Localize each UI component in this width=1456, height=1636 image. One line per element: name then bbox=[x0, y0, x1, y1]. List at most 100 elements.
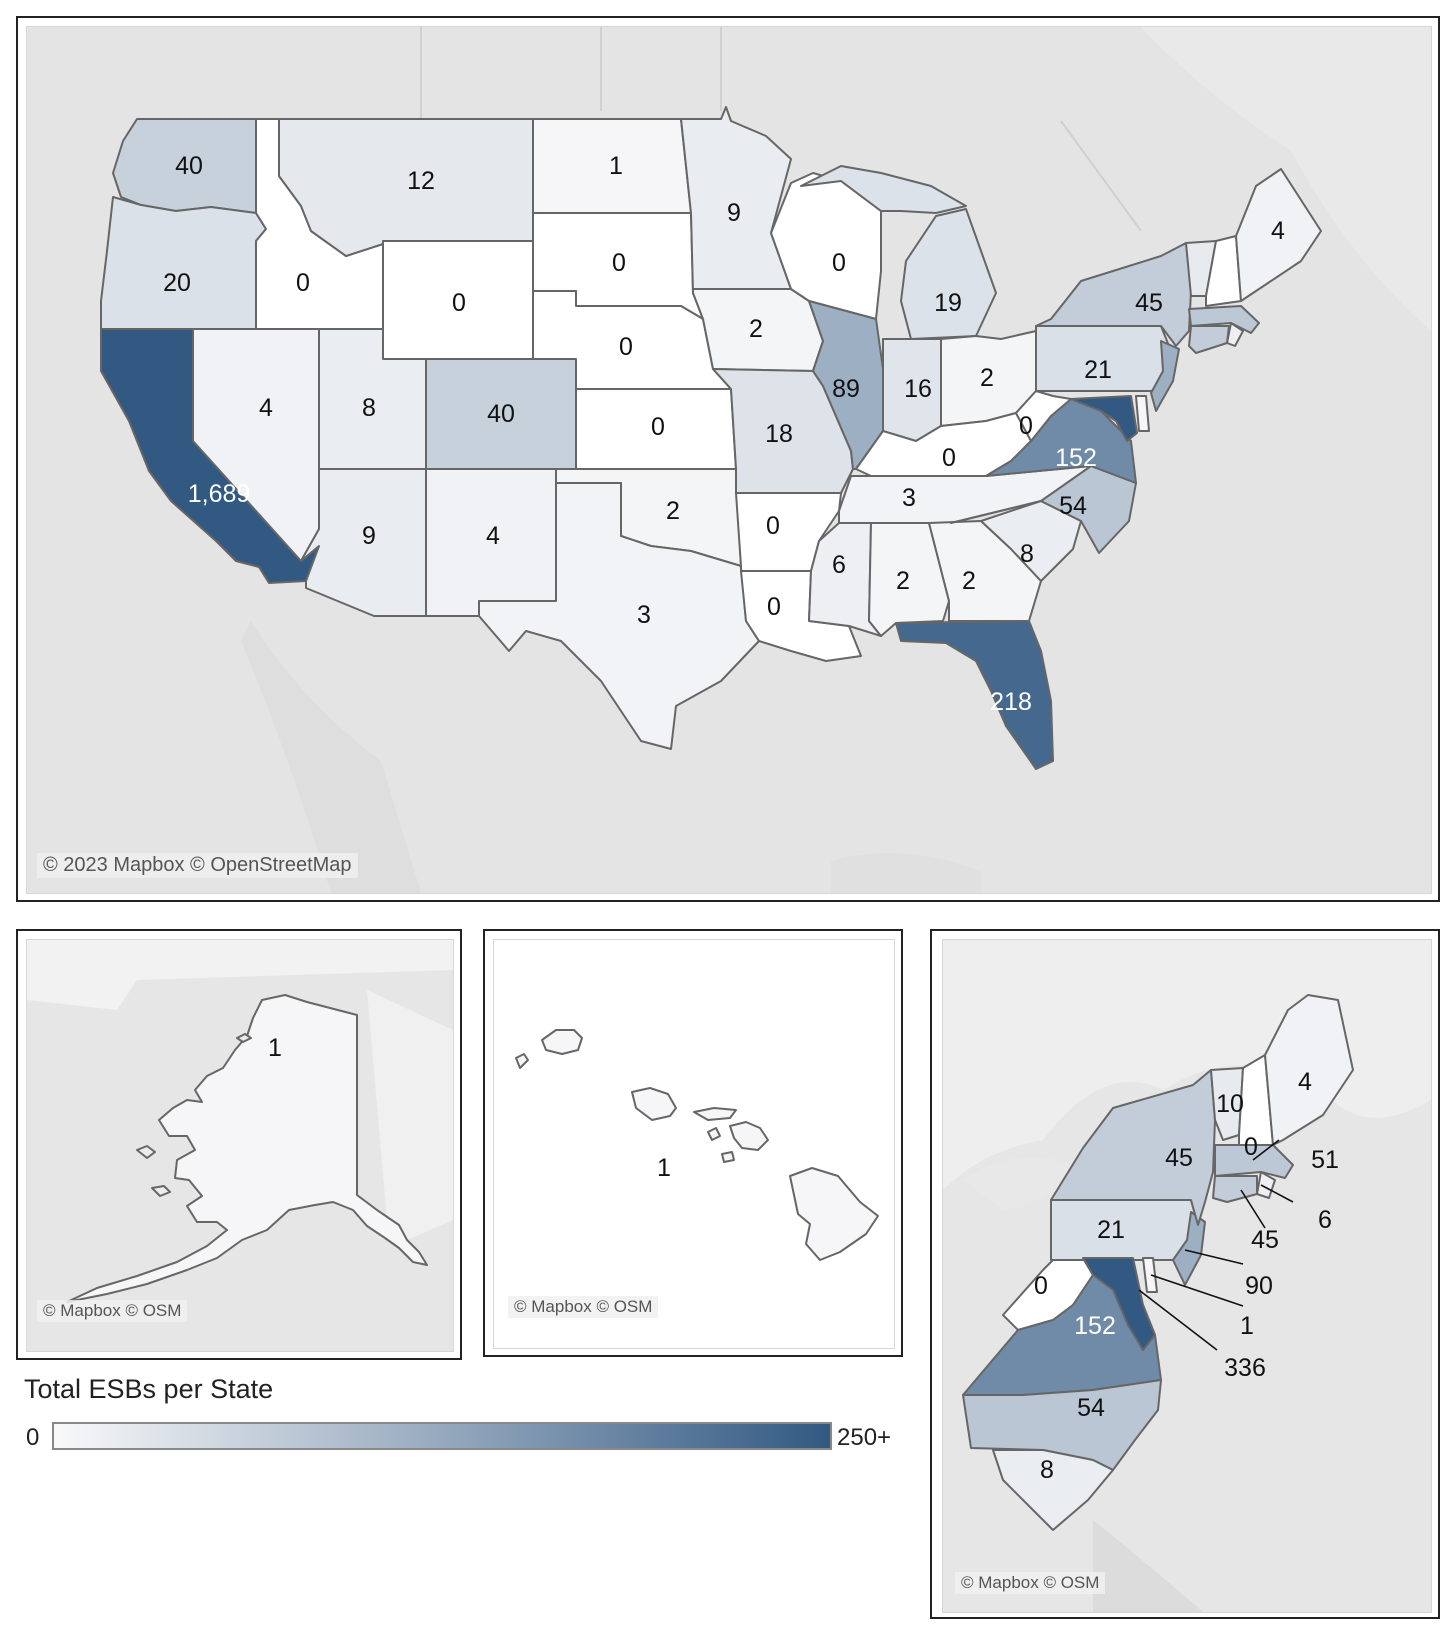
state-wi[interactable] bbox=[770, 172, 882, 320]
legend-color-ramp bbox=[52, 1422, 832, 1450]
value-label-pa: 21 bbox=[1084, 356, 1112, 384]
value-label-sd: 0 bbox=[612, 249, 626, 277]
state-nj[interactable] bbox=[1150, 340, 1180, 412]
value-label-il: 89 bbox=[832, 375, 860, 403]
state-tx[interactable] bbox=[478, 482, 760, 750]
leader-line bbox=[1184, 1249, 1244, 1265]
value-label-mn: 9 bbox=[727, 199, 741, 227]
value-label-al: 2 bbox=[896, 567, 910, 595]
state-md[interactable] bbox=[1070, 395, 1138, 442]
inset-value-label-vt: 10 bbox=[1216, 1090, 1244, 1118]
value-label-co: 40 bbox=[487, 400, 515, 428]
value-label-wa: 40 bbox=[175, 152, 203, 180]
value-label-tn: 3 bbox=[902, 484, 916, 512]
inset-state-vt[interactable] bbox=[1210, 1067, 1244, 1141]
legend-min-label: 0 bbox=[26, 1424, 40, 1451]
value-label-ak: 1 bbox=[268, 1034, 282, 1062]
hawaii-credit: © Mapbox © OSM bbox=[508, 1296, 659, 1318]
inset-state-ri[interactable] bbox=[1256, 1171, 1276, 1199]
inset-value-label-ri: 6 bbox=[1318, 1206, 1332, 1234]
value-label-mi: 19 bbox=[934, 289, 962, 317]
main-map-frame: 40 20 1,689 0 4 12 0 8 9 40 4 1 0 0 0 2 3 9 2 18 0 0 0 89 19 16 2 0… bbox=[16, 16, 1440, 902]
inset-state-nj[interactable] bbox=[1172, 1211, 1206, 1286]
leader-line bbox=[1138, 1289, 1218, 1351]
value-label-ne: 0 bbox=[619, 333, 633, 361]
inset-value-label-ny: 45 bbox=[1165, 1144, 1193, 1172]
value-label-nv: 4 bbox=[259, 394, 273, 422]
value-label-me: 4 bbox=[1271, 217, 1285, 245]
value-label-or: 20 bbox=[163, 269, 191, 297]
leader-line bbox=[1150, 1274, 1244, 1307]
inset-state-ny[interactable] bbox=[1050, 1069, 1216, 1226]
value-label-wy: 0 bbox=[452, 289, 466, 317]
hawaii-map: 1 bbox=[494, 940, 894, 1348]
value-label-sc: 8 bbox=[1020, 540, 1034, 568]
northeast-credit: © Mapbox © OSM bbox=[955, 1572, 1106, 1594]
inset-value-label-pa: 21 bbox=[1097, 1216, 1125, 1244]
alaska-map-canvas[interactable]: 1 © Mapbox © OSM bbox=[26, 939, 454, 1352]
alaska-map: 1 bbox=[27, 940, 453, 1351]
value-label-id: 0 bbox=[296, 269, 310, 297]
value-label-ut: 8 bbox=[362, 394, 376, 422]
state-de[interactable] bbox=[1135, 395, 1150, 432]
legend-title: Total ESBs per State bbox=[24, 1374, 274, 1404]
value-label-ks: 0 bbox=[651, 413, 665, 441]
value-label-fl: 218 bbox=[990, 688, 1032, 716]
leader-line bbox=[1252, 1139, 1280, 1161]
value-label-ca: 1,689 bbox=[188, 480, 251, 508]
value-label-ky: 0 bbox=[942, 444, 956, 472]
inset-value-label-ma: 51 bbox=[1311, 1146, 1339, 1174]
inset-state-sc[interactable] bbox=[992, 1449, 1114, 1531]
value-label-mt: 12 bbox=[407, 167, 435, 195]
inset-value-label-nj: 90 bbox=[1245, 1272, 1273, 1300]
hawaii-map-canvas[interactable]: 1 © Mapbox © OSM bbox=[493, 939, 895, 1349]
value-label-mo: 18 bbox=[765, 420, 793, 448]
leader-line bbox=[1240, 1189, 1266, 1229]
map-credit: © 2023 Mapbox © OpenStreetMap bbox=[37, 853, 358, 878]
inset-state-de[interactable] bbox=[1142, 1257, 1158, 1293]
state-ct[interactable] bbox=[1188, 325, 1230, 354]
value-label-ga: 2 bbox=[962, 567, 976, 595]
state-fl[interactable] bbox=[895, 620, 1054, 770]
inset-state-ct[interactable] bbox=[1212, 1175, 1258, 1203]
legend-max-label: 250+ bbox=[837, 1424, 892, 1451]
value-label-ok: 2 bbox=[666, 497, 680, 525]
state-hi[interactable] bbox=[515, 1029, 879, 1261]
inset-state-md[interactable] bbox=[1082, 1257, 1156, 1351]
value-label-oh: 2 bbox=[980, 364, 994, 392]
inset-value-label-md: 336 bbox=[1224, 1354, 1266, 1382]
value-label-ia: 2 bbox=[749, 315, 763, 343]
state-mt[interactable] bbox=[278, 118, 534, 257]
value-label-az: 9 bbox=[362, 522, 376, 550]
hawaii-inset-frame: 1 © Mapbox © OSM bbox=[483, 929, 903, 1357]
value-label-wv: 0 bbox=[1019, 412, 1033, 440]
inset-value-label-nc: 54 bbox=[1077, 1394, 1105, 1422]
state-mi[interactable] bbox=[800, 165, 997, 340]
value-label-va: 152 bbox=[1055, 444, 1097, 472]
main-map-canvas[interactable]: 40 20 1,689 0 4 12 0 8 9 40 4 1 0 0 0 2 3 9 2 18 0 0 0 89 19 16 2 0… bbox=[26, 26, 1432, 894]
inset-value-label-de: 1 bbox=[1240, 1312, 1254, 1340]
value-label-wi: 0 bbox=[832, 249, 846, 277]
inset-value-label-nh: 0 bbox=[1244, 1133, 1258, 1161]
state-nh[interactable] bbox=[1205, 235, 1242, 307]
value-label-ar: 0 bbox=[766, 512, 780, 540]
state-or[interactable] bbox=[100, 196, 267, 330]
value-label-nm: 4 bbox=[486, 522, 500, 550]
inset-value-label-va: 152 bbox=[1074, 1312, 1116, 1340]
inset-state-me[interactable] bbox=[1264, 994, 1354, 1146]
inset-value-label-ct: 45 bbox=[1251, 1226, 1279, 1254]
state-il[interactable] bbox=[808, 300, 884, 470]
northeast-map-canvas[interactable]: 4 10 0 45 21 51 6 45 90 1 336 0 152 54 8 © Mapbox © OS… bbox=[942, 939, 1432, 1613]
state-nc[interactable] bbox=[950, 465, 1137, 554]
inset-value-label-sc: 8 bbox=[1040, 1456, 1054, 1484]
northeast-inset-frame: 4 10 0 45 21 51 6 45 90 1 336 0 152 54 8 © Mapbox © OS… bbox=[930, 929, 1440, 1619]
state-ak[interactable] bbox=[66, 994, 428, 1303]
leader-line bbox=[1260, 1184, 1294, 1203]
inset-value-label-wv: 0 bbox=[1034, 1272, 1048, 1300]
alaska-credit: © Mapbox © OSM bbox=[37, 1300, 188, 1322]
value-label-la: 0 bbox=[767, 593, 781, 621]
state-me[interactable] bbox=[1235, 168, 1322, 302]
value-label-hi: 1 bbox=[657, 1154, 671, 1182]
inset-value-label-me: 4 bbox=[1298, 1068, 1312, 1096]
state-mn[interactable] bbox=[680, 106, 792, 294]
